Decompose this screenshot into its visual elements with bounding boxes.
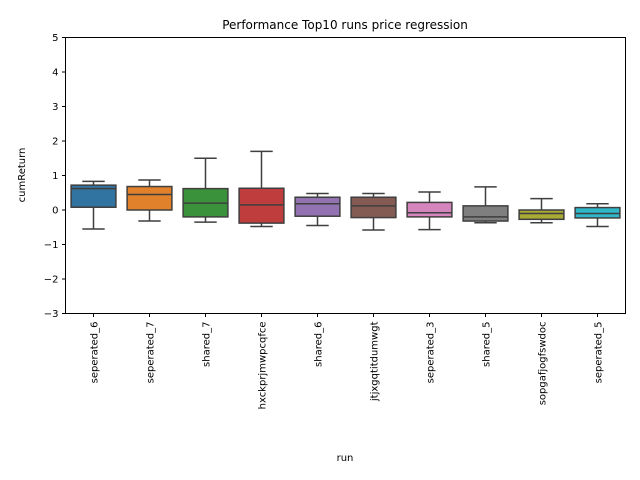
x-tick-label: seperated_3 [426,322,437,384]
y-tick-label: 5 [52,33,58,44]
x-tick-label: seperated_7 [146,322,157,384]
box-group-seperated_3 [406,191,453,231]
y-tick-label: 2 [52,137,58,148]
y-tick-label: 3 [52,102,58,113]
x-tick-label: shared_5 [482,322,493,367]
box-group-hxckprjmwpcqfce [238,150,285,228]
x-tick-label: hxckprjmwpcqfce [258,322,269,410]
box-group-shared_7 [182,157,229,223]
box [350,196,397,219]
box-group-shared_6 [294,192,341,227]
y-axis: −3 −2 −1 0 1 2 3 4 5 [44,33,66,320]
y-axis-label: cumReturn [17,148,28,203]
box [294,196,341,217]
x-tick-label: shared_7 [202,322,213,367]
x-tick-label: shared_6 [314,322,325,367]
box [518,209,565,221]
box-group-shared_5 [462,186,509,224]
y-tick-label: −1 [44,240,59,251]
box-group-jtjxgqtitdumwgt [350,192,397,231]
box [238,187,285,224]
y-tick-label: −2 [44,275,59,286]
boxes-layer [70,150,621,231]
box-group-seperated_7 [126,179,173,222]
box [462,205,509,222]
y-tick-label: −3 [44,309,59,320]
x-tick-label: jtjxgqtitdumwgt [370,321,381,402]
x-tick-label: seperated_6 [90,322,101,384]
x-tick-label: seperated_5 [594,322,605,384]
x-tick-label: sopgafjogfswdoc [538,322,549,406]
box-group-seperated_6 [70,180,117,230]
box-group-sopgafjogfswdoc [518,197,565,224]
box [126,185,173,211]
x-axis-label: run [337,453,354,464]
box [70,184,117,208]
y-tick-label: 1 [52,171,58,182]
chart-title: Performance Top10 runs price regression [222,18,468,32]
box-group-seperated_5 [574,203,621,228]
y-tick-label: 0 [52,206,58,217]
x-axis: seperated_6 seperated_7 shared_7 hxckprjmwp… [90,313,605,410]
y-tick-label: 4 [52,68,58,79]
box [406,201,453,218]
plot-frame [65,37,626,314]
